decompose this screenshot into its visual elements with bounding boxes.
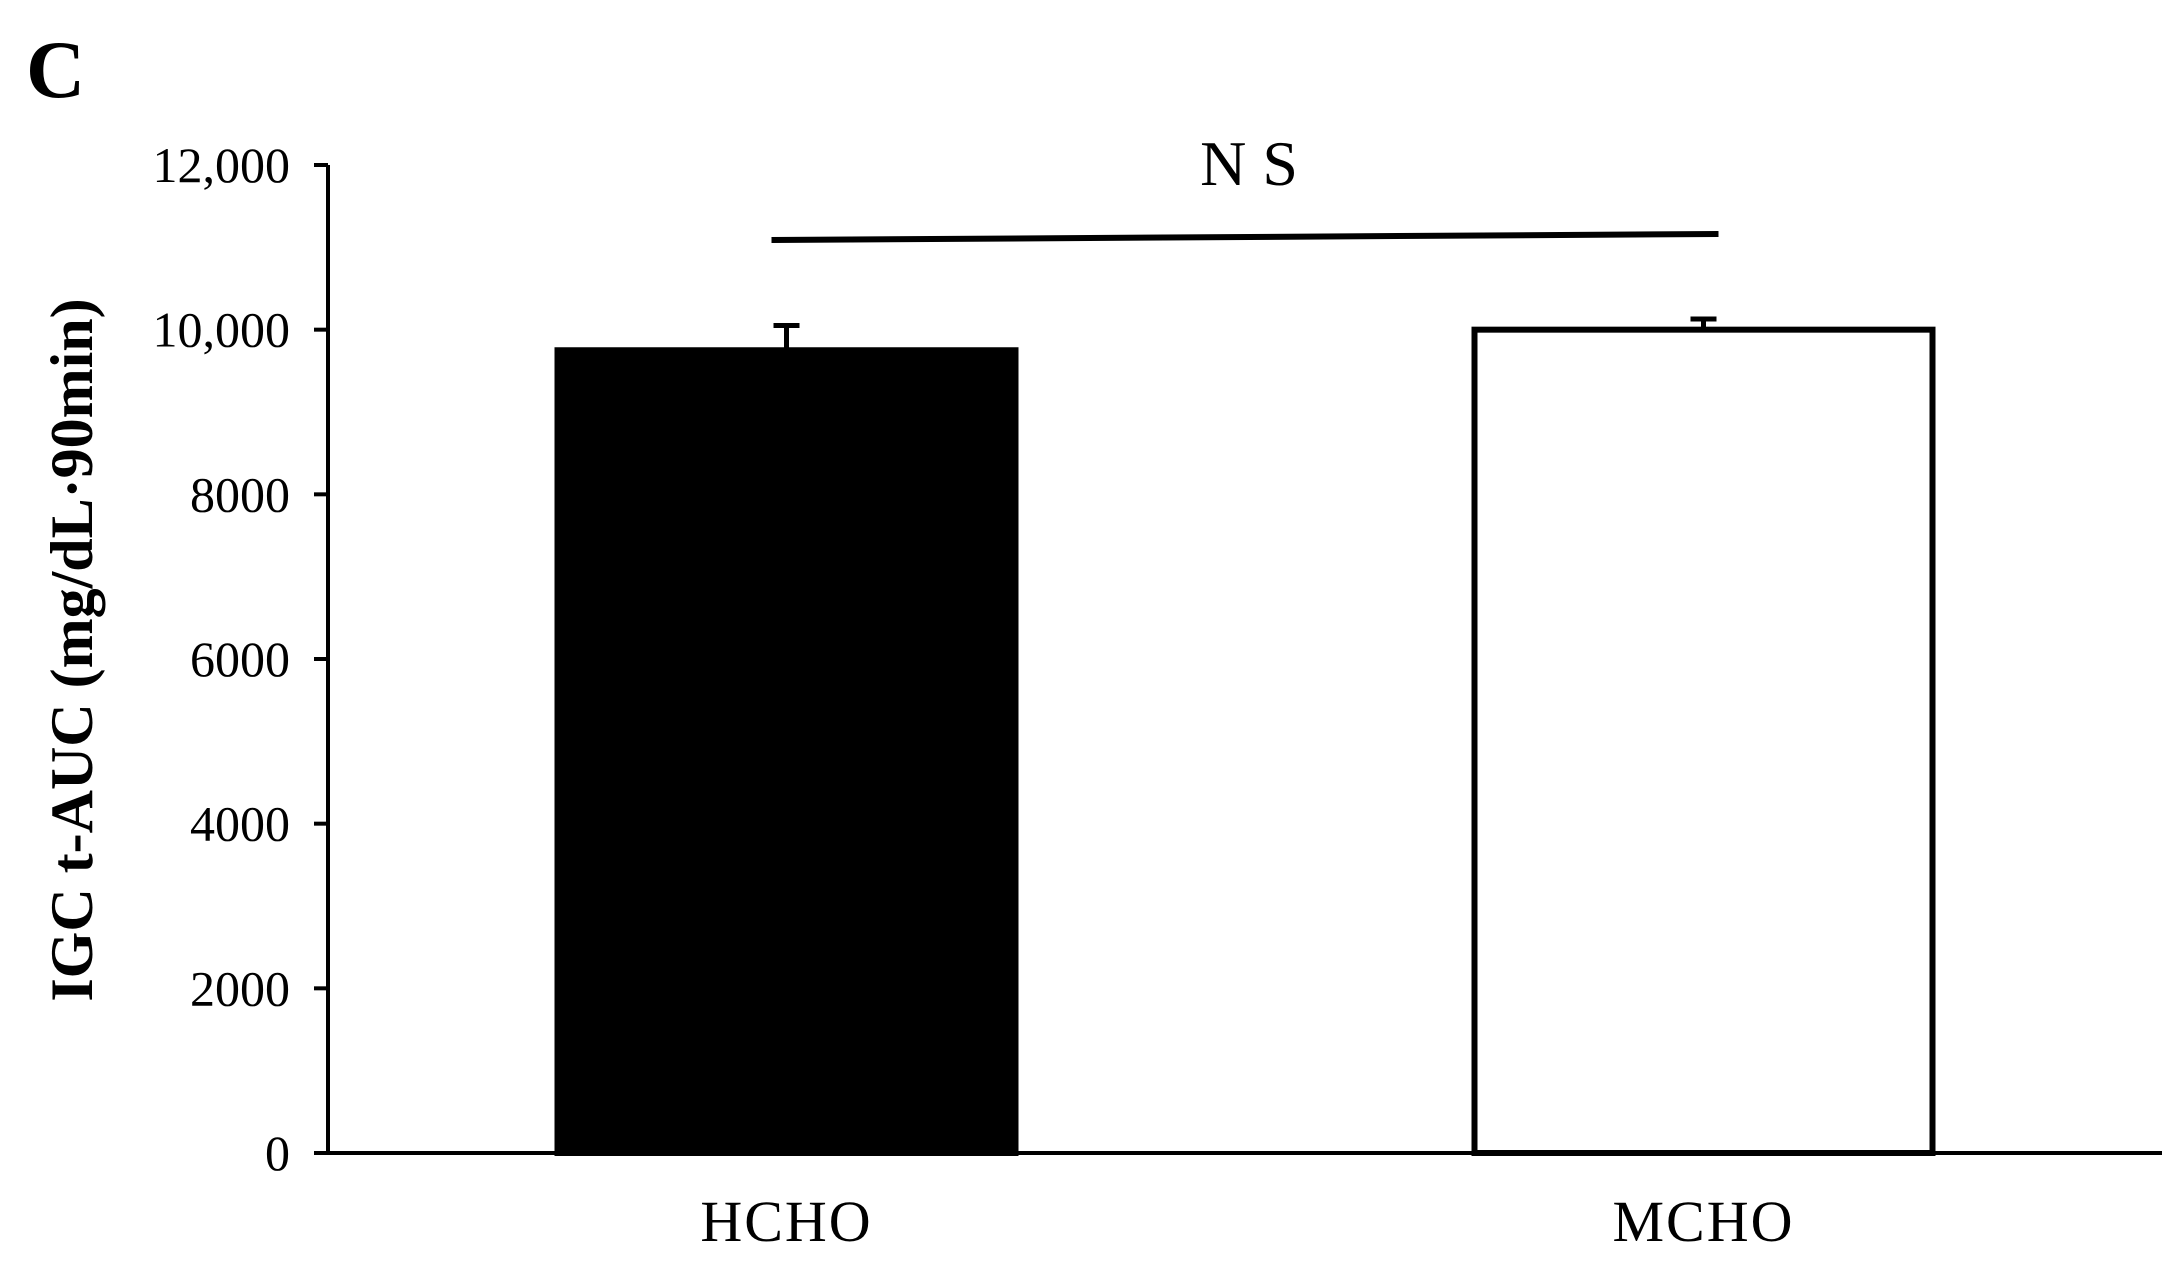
bar-hcho bbox=[554, 347, 1019, 1156]
panel-label: C bbox=[26, 24, 85, 115]
x-tick-labels: HCHO MCHO bbox=[700, 1189, 1794, 1254]
y-tick-label: 2000 bbox=[190, 960, 290, 1016]
significance-line bbox=[771, 231, 1719, 243]
x-tick-label-mcho: MCHO bbox=[1612, 1189, 1794, 1254]
bars bbox=[554, 326, 1936, 1156]
y-axis-label: IGC t-AUC (mg/dL·90min) bbox=[39, 298, 105, 1001]
y-tick-label: 0 bbox=[265, 1125, 290, 1181]
y-tick-label: 8000 bbox=[190, 466, 290, 522]
significance-label: N S bbox=[1200, 128, 1298, 199]
bar-mcho bbox=[1471, 326, 1936, 1156]
significance-annotation: N S bbox=[771, 128, 1719, 243]
y-tick-label: 6000 bbox=[190, 631, 290, 687]
y-ticks: 0 2000 4000 6000 8000 10,000 12,000 bbox=[153, 137, 328, 1181]
error-bars bbox=[773, 316, 1717, 351]
y-tick-label: 12,000 bbox=[153, 137, 291, 193]
x-tick-label-hcho: HCHO bbox=[700, 1189, 872, 1254]
y-tick-label: 10,000 bbox=[153, 302, 291, 358]
y-tick-label: 4000 bbox=[190, 796, 290, 852]
